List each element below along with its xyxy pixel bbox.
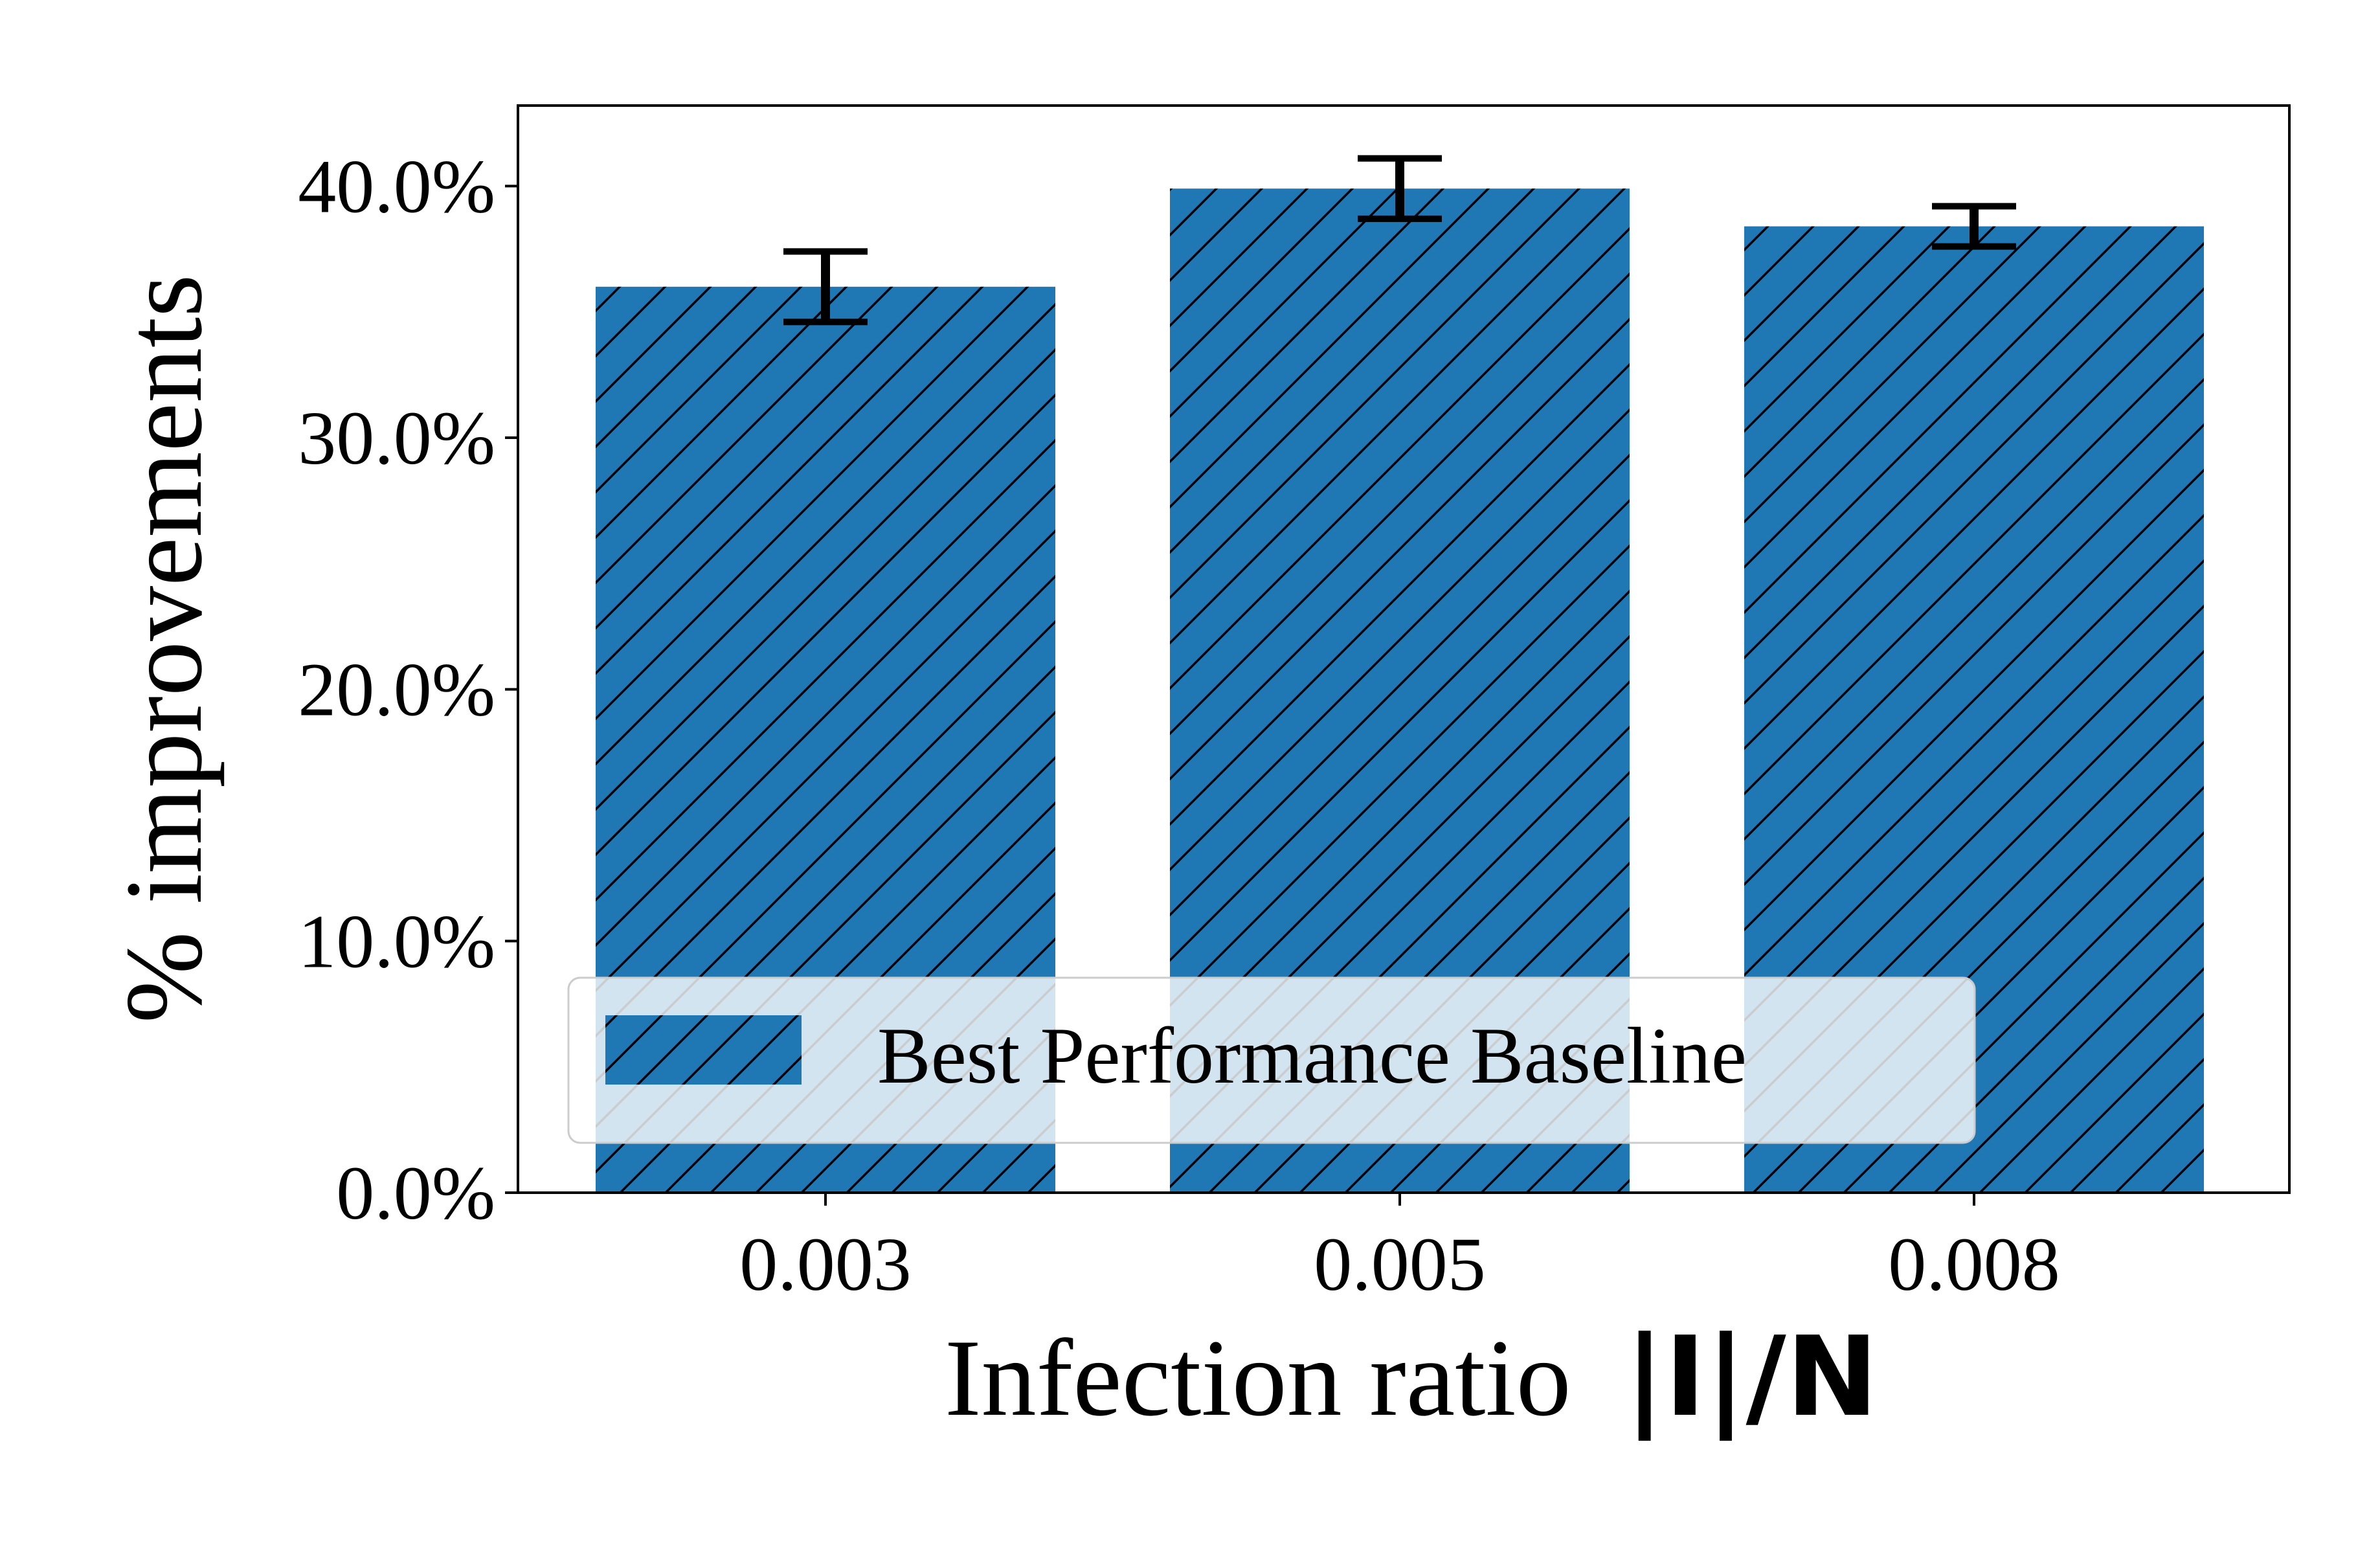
x-axis: 0.003 0.005 0.008 bbox=[739, 1193, 2060, 1307]
y-axis: 0.0% 10.0% 20.0% 30.0% 40.0% bbox=[298, 144, 518, 1235]
legend-box bbox=[567, 976, 1976, 1144]
y-tick-label-1: 10.0% bbox=[298, 899, 495, 984]
x-tick-label-0.008: 0.008 bbox=[1888, 1222, 2060, 1307]
y-tick-label-0: 0.0% bbox=[336, 1151, 495, 1235]
x-axis-label-text: Infection ratio bbox=[945, 1317, 1571, 1439]
legend-swatch-hatch bbox=[605, 1015, 802, 1085]
x-tick-label-0.003: 0.003 bbox=[739, 1222, 912, 1307]
x-axis-label-math: |I|/N bbox=[1624, 1313, 1878, 1441]
y-tick-label-2: 20.0% bbox=[298, 648, 495, 732]
legend-entry-label: Best Performance Baseline bbox=[877, 1011, 1747, 1100]
errorbars-layer bbox=[783, 155, 2016, 326]
x-axis-label: Infection ratio |I|/N bbox=[945, 1313, 1878, 1441]
y-tick-label-3: 30.0% bbox=[298, 396, 495, 480]
legend: Best Performance Baseline bbox=[567, 976, 1976, 1144]
x-tick-label-0.005: 0.005 bbox=[1314, 1222, 1486, 1307]
y-axis-label: % improvements bbox=[103, 275, 225, 1024]
plot-frame bbox=[517, 104, 2291, 1194]
y-tick-label-4: 40.0% bbox=[298, 144, 495, 229]
